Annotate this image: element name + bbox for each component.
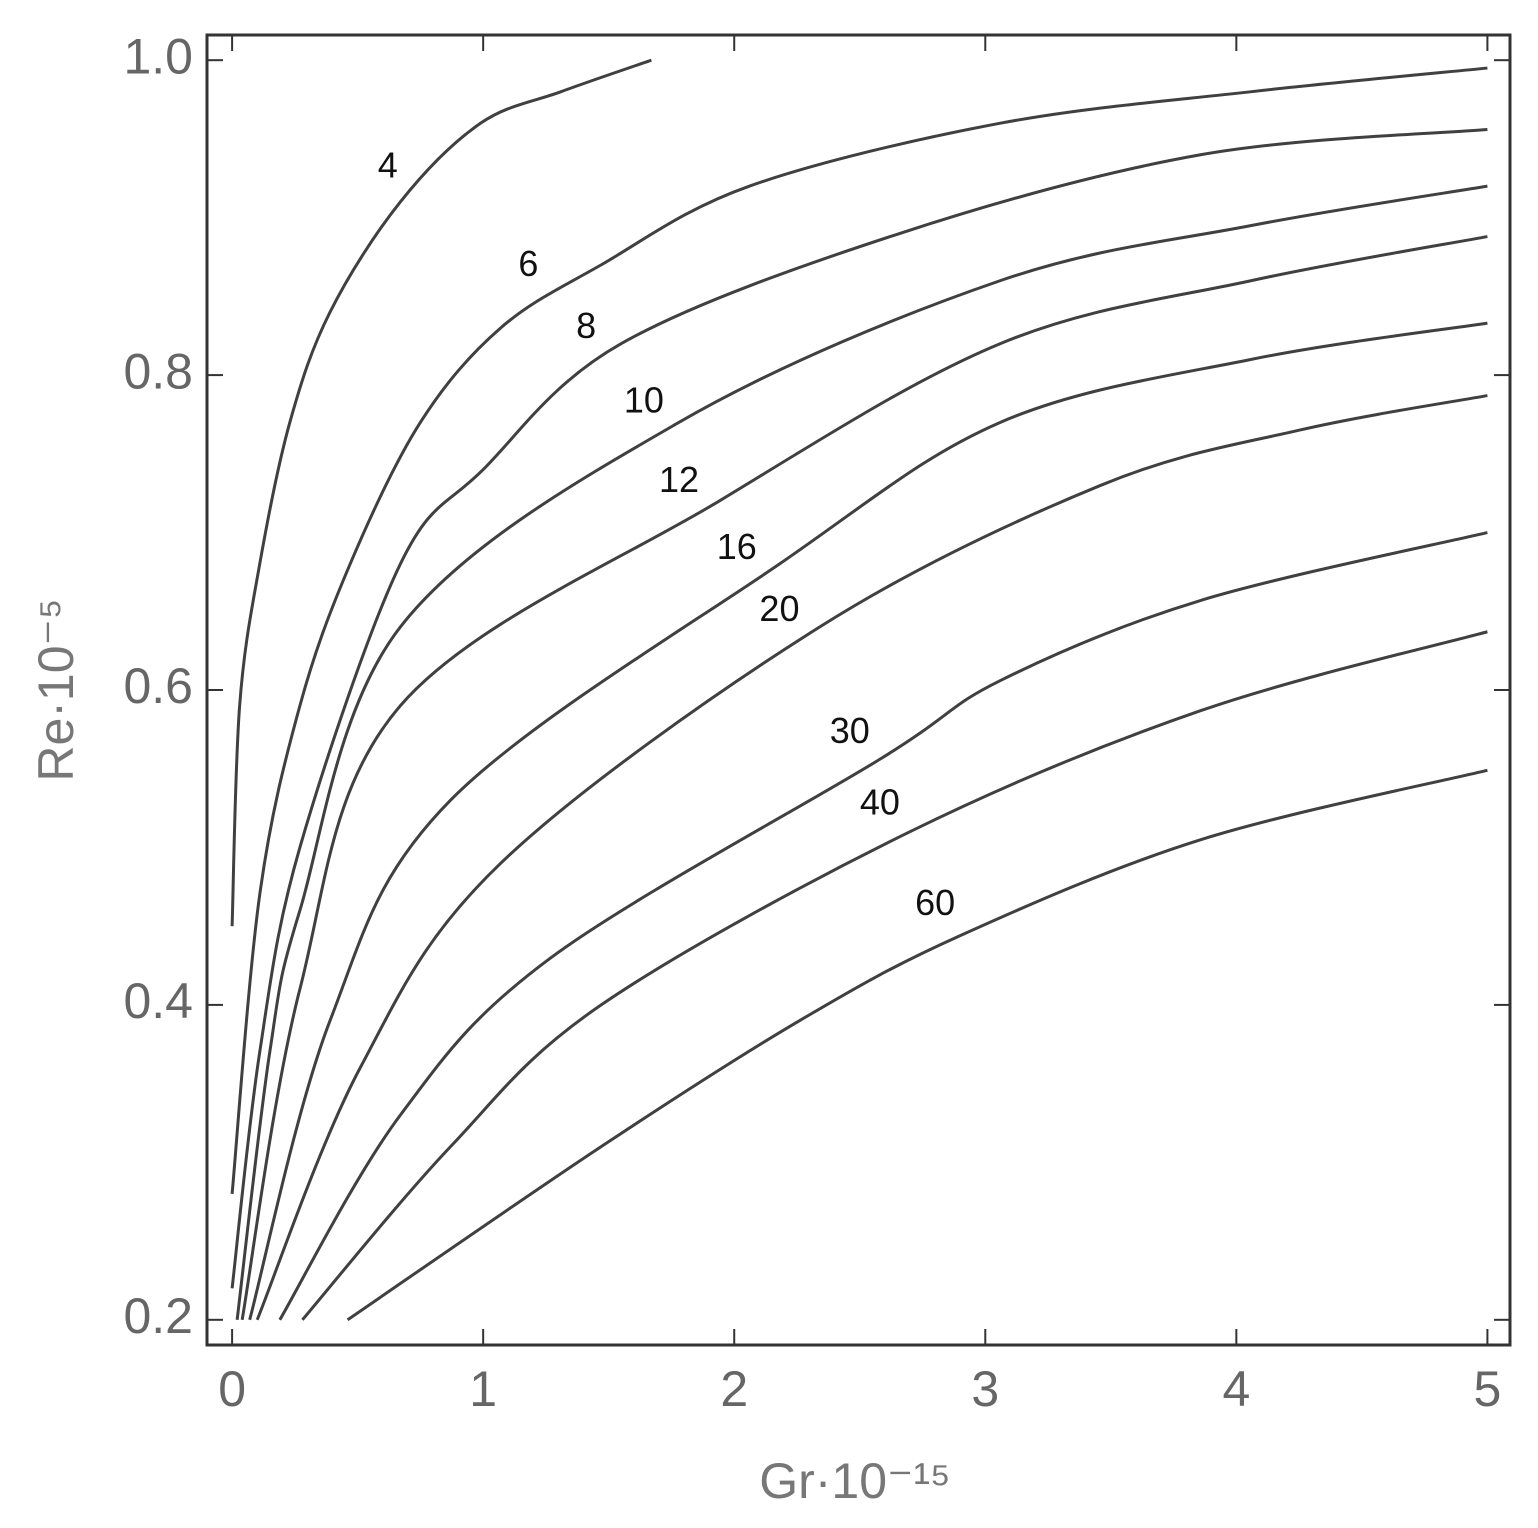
curve-label: 20: [759, 588, 799, 629]
curve: [230, 66, 1488, 1194]
curve: [255, 394, 1488, 1321]
curve: [346, 768, 1488, 1322]
curve: [278, 531, 1488, 1321]
curve: [230, 127, 1488, 1289]
curve: [235, 184, 1488, 1320]
x-tick-label: 3: [971, 1361, 999, 1417]
curve-label: 12: [659, 459, 699, 500]
curve: [230, 58, 652, 927]
y-tick-label: 0.4: [123, 973, 193, 1029]
curve: [248, 321, 1488, 1321]
y-tick-label: 0.6: [123, 658, 193, 714]
x-tick-label: 0: [218, 1361, 246, 1417]
curve: [240, 235, 1488, 1321]
curve-label: 10: [624, 379, 664, 420]
y-tick-label: 0.2: [123, 1288, 193, 1344]
y-axis-label: Re·10⁻⁵: [28, 598, 84, 781]
x-tick-label: 1: [469, 1361, 497, 1417]
x-axis-label: Gr·10⁻¹⁵: [759, 1453, 951, 1509]
y-tick-label: 0.8: [123, 343, 193, 399]
x-tick-label: 5: [1473, 1361, 1501, 1417]
curve-label: 30: [830, 710, 870, 751]
curve: [301, 630, 1488, 1321]
curve-label: 8: [576, 305, 596, 346]
curve-label: 6: [518, 243, 538, 284]
curve-label: 40: [860, 781, 900, 822]
curve-label: 60: [915, 882, 955, 923]
x-tick-label: 2: [720, 1361, 748, 1417]
plot-frame: [205, 33, 1512, 1347]
curve-label: 4: [378, 144, 398, 185]
y-tick-label: 1.0: [123, 28, 193, 84]
curve-label: 16: [717, 526, 757, 567]
x-tick-label: 4: [1222, 1361, 1250, 1417]
